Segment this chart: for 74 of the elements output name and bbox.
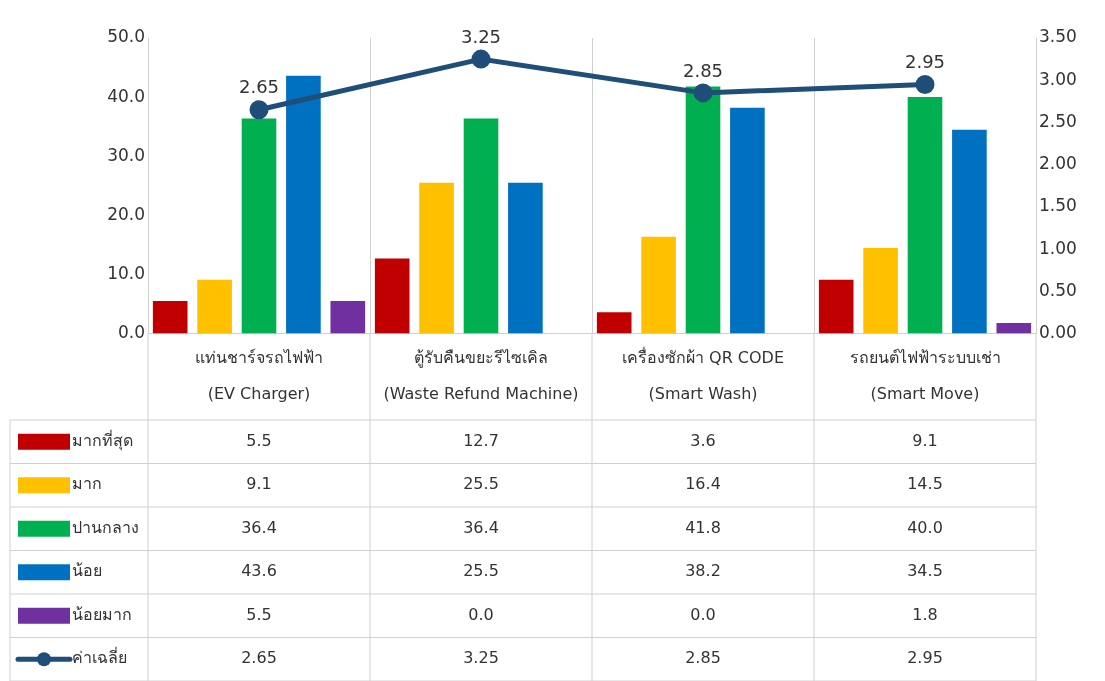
y2-tick-label: 3.50 xyxy=(1039,26,1077,47)
data-label: 38.2 xyxy=(685,561,721,581)
data-label: 9.1 xyxy=(912,430,938,450)
point xyxy=(915,74,935,94)
bar xyxy=(197,279,232,334)
x-tick-label: รถยนต์ไฟฟ้าระบบเช่า (Smart Move) xyxy=(849,348,1001,403)
y2-tick-label: 2.50 xyxy=(1039,110,1077,131)
bar xyxy=(286,75,321,334)
y2-tick-label: 1.00 xyxy=(1039,237,1077,258)
y-tick-label: 30.0 xyxy=(107,144,145,165)
point xyxy=(693,83,713,103)
data-label: 36.4 xyxy=(463,517,499,537)
y-tick-label: 0.0 xyxy=(117,322,145,343)
legend-label: มาก xyxy=(72,474,102,494)
bar xyxy=(685,86,721,334)
y2-tick-label: 1.50 xyxy=(1039,195,1077,216)
y2-tick-label: 0.50 xyxy=(1039,279,1077,300)
data-label: 5.5 xyxy=(246,430,272,450)
data-label: 1.8 xyxy=(912,604,938,624)
y-tick-label: 10.0 xyxy=(107,262,145,283)
data-label: 3.25 xyxy=(463,648,499,668)
point xyxy=(471,49,491,69)
x-tick-label: แท่นชาร์จรถไฟฟ้า (EV Charger) xyxy=(195,348,323,403)
data-label: 41.8 xyxy=(685,517,721,537)
data-label: 25.5 xyxy=(463,561,499,581)
legend-label: มากที่สุด xyxy=(72,428,133,451)
y-tick-label: 20.0 xyxy=(107,203,145,224)
data-label: 3.6 xyxy=(690,430,716,450)
bar xyxy=(818,279,854,334)
data-label: 36.4 xyxy=(241,517,277,537)
x-tick-label: เครื่องซักผ้า QR CODE (Smart Wash) xyxy=(621,346,785,403)
x-tick-label: ตู้รับคืนขยะรีไซเคิล (Waste Refund Machine) xyxy=(383,348,579,403)
data-label: 25.5 xyxy=(463,474,499,494)
bar xyxy=(996,322,1032,334)
data-label: 14.5 xyxy=(907,474,943,494)
data-label: 12.7 xyxy=(463,430,499,450)
legend-label: ค่าเฉลี่ย xyxy=(72,646,127,668)
data-label: 43.6 xyxy=(241,561,277,581)
bar xyxy=(907,97,943,334)
y2-tick-label: 3.00 xyxy=(1039,68,1077,89)
data-label: 34.5 xyxy=(907,561,943,581)
bar xyxy=(330,301,366,334)
text: 2.85 xyxy=(682,59,724,81)
text: 3.25 xyxy=(460,25,502,47)
legend-label: ปานกลาง xyxy=(72,517,139,537)
y-tick-label: 50.0 xyxy=(107,26,145,47)
text: 2.65 xyxy=(238,76,280,98)
bar xyxy=(863,247,898,334)
data-label: 16.4 xyxy=(685,474,721,494)
bar xyxy=(508,182,543,334)
bar xyxy=(152,301,188,334)
bar xyxy=(419,182,454,334)
legend-label: น้อยมาก xyxy=(72,604,132,624)
legend-label: น้อย xyxy=(72,561,102,581)
bar xyxy=(641,236,676,334)
data-label: 2.85 xyxy=(685,648,721,668)
data-label: 2.65 xyxy=(241,648,277,668)
bar xyxy=(596,312,632,334)
data-label: 5.5 xyxy=(246,604,272,624)
data-label: 40.0 xyxy=(907,517,943,537)
bar xyxy=(730,107,765,334)
y2-tick-label: 2.00 xyxy=(1039,153,1077,174)
bar xyxy=(463,118,499,334)
data-label: 0.0 xyxy=(690,604,716,624)
bar xyxy=(952,129,987,334)
y-tick-label: 40.0 xyxy=(107,85,145,106)
bar xyxy=(374,258,410,334)
data-label: 0.0 xyxy=(468,604,494,624)
bar xyxy=(241,118,277,334)
data-label: 2.95 xyxy=(907,648,943,668)
text: 2.95 xyxy=(904,51,946,73)
data-label: 9.1 xyxy=(246,474,272,494)
y2-tick-label: 0.00 xyxy=(1039,322,1077,343)
point xyxy=(249,100,269,120)
